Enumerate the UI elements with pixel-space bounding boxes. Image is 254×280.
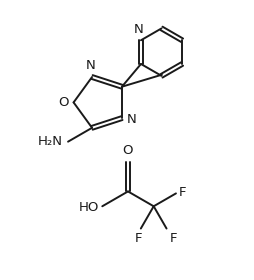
- Text: N: N: [127, 113, 137, 126]
- Text: O: O: [58, 96, 69, 109]
- Text: O: O: [123, 144, 133, 157]
- Text: F: F: [135, 232, 142, 246]
- Text: N: N: [134, 23, 144, 36]
- Text: N: N: [86, 59, 96, 72]
- Text: F: F: [169, 232, 177, 246]
- Text: H₂N: H₂N: [38, 135, 63, 148]
- Text: HO: HO: [79, 201, 99, 214]
- Text: F: F: [179, 186, 186, 199]
